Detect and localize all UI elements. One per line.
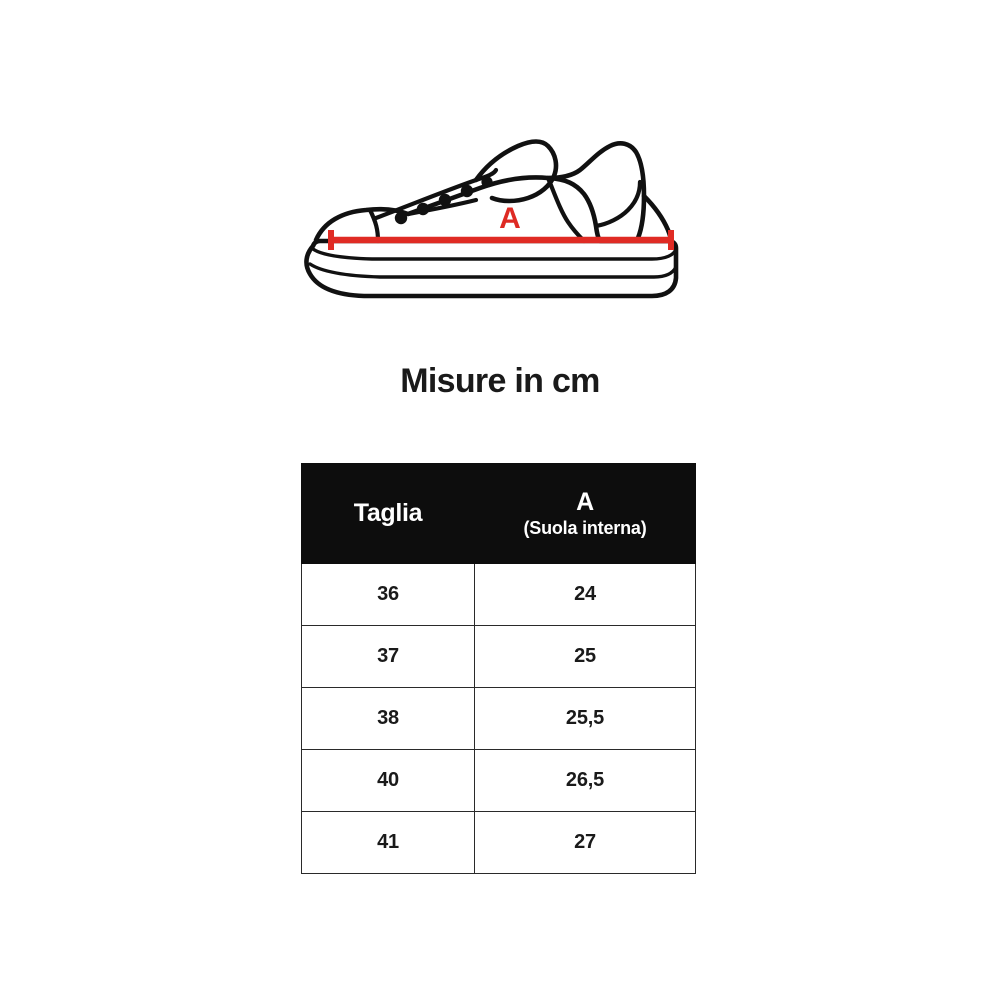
shoe-heel-back: [641, 193, 674, 244]
cell-measure: 27: [474, 811, 696, 874]
shoe-toe-seam: [367, 207, 381, 244]
measurement-label-a: A: [499, 202, 521, 235]
table-row: 36 24: [301, 563, 696, 626]
table-body: 36 24 37 25 38 25,5 40 26,5 41 27: [301, 563, 696, 874]
shoe-heel-counter: [593, 179, 643, 229]
size-chart-table: Taglia A (Suola interna) 36 24 37 25 38 25,5 4…: [301, 463, 696, 874]
shoe-lace-eyelets: [394, 176, 493, 225]
column-header-size-label: Taglia: [353, 498, 423, 527]
table-row: 37 25: [301, 625, 696, 688]
lace-eyelet: [394, 211, 408, 225]
page-title: Misure in cm: [400, 362, 600, 400]
shoe-illustration: A: [280, 118, 700, 308]
shoe-lace-line: [373, 167, 499, 221]
shoe-midsole-stripe-upper: [311, 247, 678, 261]
lace-eyelet: [416, 202, 430, 216]
cell-size: 36: [301, 563, 475, 626]
cell-measure: 24: [474, 563, 696, 626]
lace-eyelet: [481, 176, 493, 188]
table-row: 38 25,5: [301, 687, 696, 750]
size-chart-container: Taglia A (Suola interna) 36 24 37 25 38 25,5 4…: [301, 463, 696, 874]
cell-size: 40: [301, 749, 475, 812]
column-header-measure-label: A: [576, 487, 594, 516]
cell-size: 37: [301, 625, 475, 688]
table-header-row: Taglia A (Suola interna): [301, 463, 696, 564]
shoe-sole-outline: [304, 238, 679, 299]
cell-measure: 26,5: [474, 749, 696, 812]
shoe-vamp-seam: [405, 197, 479, 217]
shoe-collar-curve: [545, 141, 647, 241]
cell-measure: 25: [474, 625, 696, 688]
column-header-measure: A (Suola interna): [474, 463, 696, 564]
table-header: Taglia A (Suola interna): [301, 463, 696, 564]
table-row: 40 26,5: [301, 749, 696, 812]
lace-eyelet: [438, 193, 452, 207]
cell-measure: 25,5: [474, 687, 696, 750]
cell-size: 41: [301, 811, 475, 874]
sneaker-diagram-svg: A: [304, 139, 679, 299]
table-row: 41 27: [301, 811, 696, 874]
lace-eyelet: [460, 184, 474, 198]
shoe-tongue-outline: [473, 139, 559, 204]
shoe-midsole-stripe-lower: [308, 262, 678, 279]
measurement-arrow-a: [328, 230, 674, 250]
cell-size: 38: [301, 687, 475, 750]
column-header-size: Taglia: [301, 463, 475, 564]
column-header-measure-sublabel: (Suola interna): [523, 517, 647, 538]
